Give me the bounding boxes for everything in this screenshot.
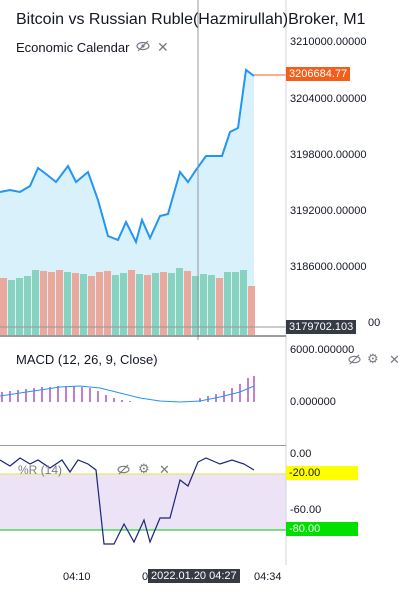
crosshair-price-badge: 3179702.103 bbox=[286, 320, 357, 334]
price-area bbox=[0, 70, 254, 335]
price-tick-partial: 00 bbox=[368, 317, 381, 329]
time-axis[interactable]: 04:10 0 2022.01.20 04:27 04:34 bbox=[0, 565, 404, 593]
economic-calendar-label: Economic Calendar bbox=[16, 40, 130, 55]
price-pane[interactable]: Bitcoin vs Russian Ruble(Hazmirullah)Bro… bbox=[0, 0, 404, 340]
price-chart[interactable] bbox=[0, 0, 404, 340]
close-icon[interactable]: ✕ bbox=[389, 352, 400, 367]
macd-tick: 6000.000000 bbox=[290, 344, 355, 356]
wr-label: %R (14) bbox=[18, 463, 63, 477]
crosshair-time-badge: 2022.01.20 04:27 bbox=[148, 569, 240, 583]
close-icon[interactable]: ✕ bbox=[159, 462, 170, 477]
macd-pane[interactable]: MACD (12, 26, 9, Close) 6000.000000 ⚙ ✕ … bbox=[0, 340, 404, 446]
eye-off-icon[interactable] bbox=[117, 464, 130, 478]
price-tick: 3204000.00000 bbox=[290, 93, 367, 105]
wr-lower-badge: -80.00 bbox=[286, 522, 358, 536]
wr-pane[interactable]: %R (14) ⚙ ✕ 0.00 -20.00 -60.00 -80.00 bbox=[0, 446, 404, 565]
wr-tick: -60.00 bbox=[290, 504, 322, 516]
wr-upper-badge: -20.00 bbox=[286, 466, 358, 480]
gear-icon[interactable]: ⚙ bbox=[367, 351, 379, 366]
price-tick: 3192000.00000 bbox=[290, 205, 367, 217]
price-tick: 3198000.00000 bbox=[290, 149, 367, 161]
time-tick: 04:10 bbox=[63, 571, 91, 583]
macd-label: MACD (12, 26, 9, Close) bbox=[16, 352, 158, 367]
wr-band bbox=[0, 474, 286, 530]
eye-off-icon[interactable] bbox=[136, 40, 150, 55]
macd-histogram bbox=[1, 376, 255, 402]
time-tick: 0 bbox=[142, 571, 149, 583]
price-tick: 3186000.00000 bbox=[290, 261, 367, 273]
volume-bars bbox=[0, 268, 255, 335]
macd-signal-line bbox=[0, 385, 255, 403]
price-tick: 3210000.00000 bbox=[290, 36, 367, 48]
wr-chart[interactable] bbox=[0, 446, 404, 565]
eye-off-icon[interactable] bbox=[348, 354, 361, 368]
wr-tick: 0.00 bbox=[290, 448, 312, 460]
time-tick: 04:34 bbox=[254, 571, 282, 583]
chart-title: Bitcoin vs Russian Ruble(Hazmirullah)Bro… bbox=[16, 11, 366, 28]
gear-icon[interactable]: ⚙ bbox=[138, 461, 150, 476]
macd-tick: 0.000000 bbox=[290, 396, 336, 408]
price-line bbox=[0, 68, 255, 245]
macd-chart[interactable] bbox=[0, 340, 404, 446]
wr-line bbox=[0, 457, 255, 545]
close-icon[interactable]: ✕ bbox=[157, 39, 169, 55]
last-price-badge: 3206684.77 bbox=[286, 67, 351, 81]
